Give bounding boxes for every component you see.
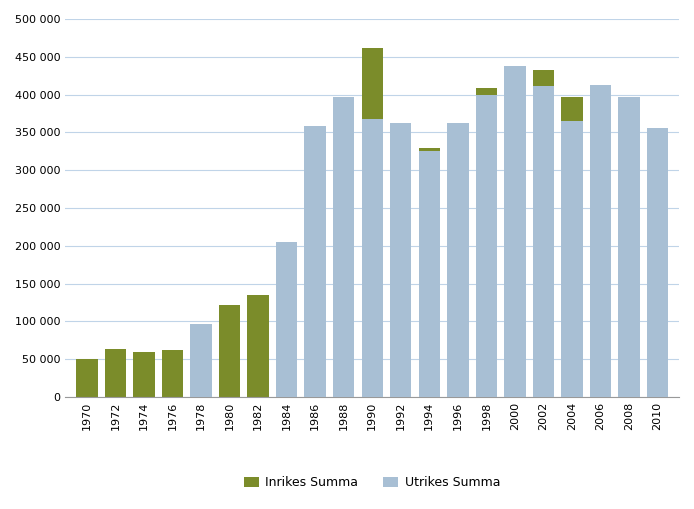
Bar [647, 128, 668, 397]
Bar [390, 123, 412, 397]
Bar [333, 97, 355, 397]
Bar [475, 88, 497, 397]
Bar [618, 97, 640, 397]
Bar [418, 151, 440, 397]
Bar [505, 66, 525, 397]
Bar [390, 123, 412, 397]
Bar [190, 338, 212, 397]
Bar [618, 132, 640, 397]
Bar [362, 48, 383, 397]
Bar [247, 295, 269, 397]
Bar [533, 87, 554, 397]
Bar [447, 123, 468, 397]
Bar [561, 121, 583, 397]
Bar [533, 70, 554, 397]
Bar [333, 174, 355, 397]
Bar [305, 227, 326, 397]
Bar [76, 359, 98, 397]
Bar [418, 148, 440, 397]
Bar [190, 324, 212, 397]
Bar [276, 268, 297, 397]
Bar [276, 242, 297, 397]
Bar [362, 119, 383, 397]
Bar [133, 352, 155, 397]
Bar [475, 95, 497, 397]
Bar [219, 305, 240, 397]
Bar [647, 130, 668, 397]
Bar [447, 135, 468, 397]
Bar [105, 349, 126, 397]
Bar [561, 97, 583, 397]
Bar [505, 71, 525, 397]
Bar [590, 123, 611, 397]
Bar [590, 85, 611, 397]
Legend: Inrikes Summa, Utrikes Summa: Inrikes Summa, Utrikes Summa [239, 471, 505, 494]
Bar [162, 350, 183, 397]
Bar [305, 126, 326, 397]
